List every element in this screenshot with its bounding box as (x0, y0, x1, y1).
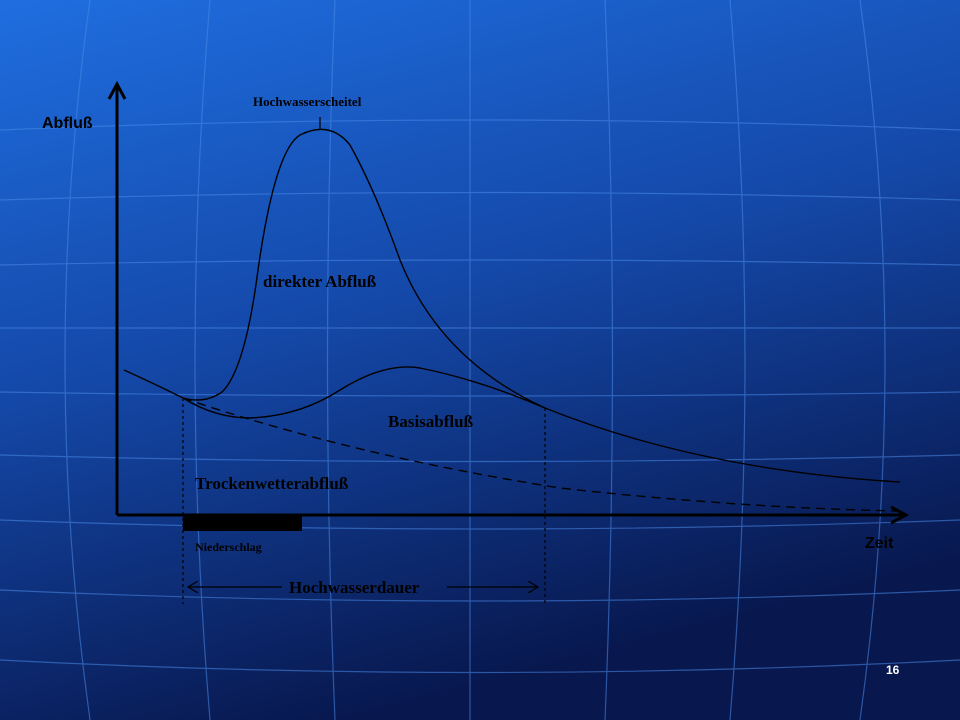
hydrograph (182, 128, 901, 483)
recession-solid (123, 369, 184, 399)
flood-duration-label: Hochwasserdauer (289, 578, 420, 597)
x-axis-label: Zeit (865, 535, 894, 552)
dry-weather-curve (182, 397, 901, 512)
direct-runoff-label: direkter Abfluß (263, 272, 377, 291)
page-number: 16 (886, 663, 900, 677)
precipitation-label: Niederschlag (195, 540, 262, 554)
precipitation-bar (183, 515, 302, 531)
base-flow-curve (182, 366, 546, 419)
peak-label: Hochwasserscheitel (253, 94, 362, 109)
y-axis-label: Abfluß (42, 115, 93, 132)
base-flow-label: Basisabfluß (388, 412, 474, 431)
dry-weather-label: Trockenwetterabfluß (195, 474, 349, 493)
